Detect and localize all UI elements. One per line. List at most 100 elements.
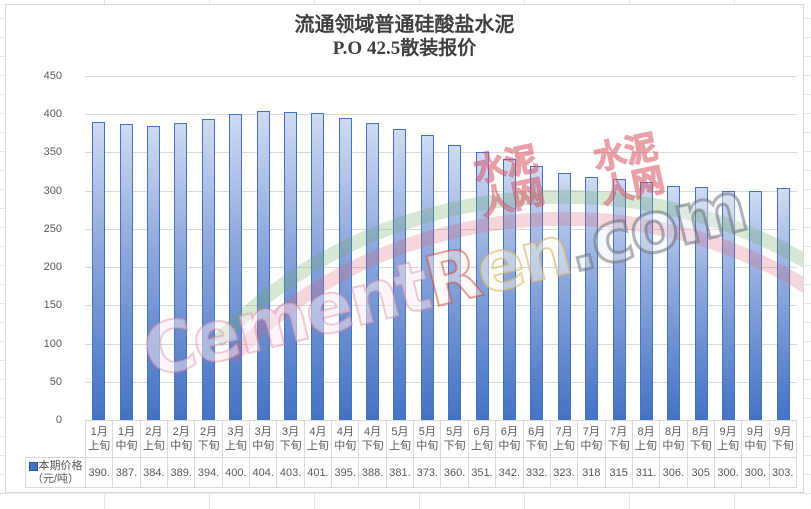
- legend-swatch: [28, 461, 38, 471]
- value-cell: 403.: [277, 458, 305, 487]
- legend-cell: 本期价格 （元/吨）: [25, 457, 85, 488]
- value-cell: 401.: [305, 458, 333, 487]
- category-period: 上旬: [470, 440, 493, 452]
- category-month: 9月: [719, 426, 737, 438]
- category-month: 3月: [254, 426, 272, 438]
- value-cell: 305: [688, 458, 715, 487]
- category-period: 下旬: [279, 440, 302, 452]
- category-month: 7月: [610, 426, 628, 438]
- y-tick-label: 450: [43, 70, 62, 82]
- value-cell: 342.: [496, 458, 524, 487]
- bar: [119, 124, 133, 420]
- category-month: 4月: [364, 426, 382, 438]
- category-month: 6月: [473, 426, 491, 438]
- category-cell: 6月 下旬: [524, 421, 551, 457]
- bar: [557, 173, 571, 420]
- bar: [448, 144, 462, 420]
- value-cell: 373.: [414, 458, 442, 487]
- category-period: 下旬: [197, 440, 220, 452]
- value-cell: 384.: [141, 458, 169, 487]
- category-row: 1月 上旬 1月 中旬 2月 上旬 2月 中旬 2月 下旬 3月 上旬 3月 中旬 3月 下旬 4月 上旬 4月 中旬…: [85, 420, 797, 457]
- chart-title-line2: P.O 42.5散装报价: [332, 38, 477, 59]
- bar: [502, 158, 516, 420]
- category-cell: 2月 中旬: [168, 421, 196, 457]
- category-cell: 7月 上旬: [551, 421, 579, 457]
- category-period: 下旬: [689, 440, 712, 452]
- bar: [393, 128, 407, 420]
- gridline: [85, 228, 797, 230]
- bar: [749, 190, 763, 420]
- value-cell: 394.: [195, 458, 223, 487]
- gridline: [85, 114, 797, 116]
- category-period: 下旬: [443, 440, 466, 452]
- legend-series-label: 本期价格: [38, 459, 83, 472]
- value-cell: 300.: [742, 458, 770, 487]
- bar: [311, 113, 325, 420]
- bar: [256, 111, 270, 420]
- gridline: [85, 76, 797, 77]
- chart-object[interactable]: 流通领域普通硅酸盐水泥 P.O 42.5散装报价 0 50 100 150 200 250…: [5, 4, 804, 493]
- category-period: 上旬: [88, 440, 111, 452]
- category-month: 5月: [418, 426, 436, 438]
- y-tick-label: 350: [43, 146, 62, 159]
- chart-title-line1: 流通领域普通硅酸盐水泥: [294, 14, 515, 36]
- category-cell: 3月上旬: [223, 421, 251, 457]
- gridline: [85, 305, 797, 307]
- category-month: 5月: [446, 426, 464, 438]
- value-cell: 387.: [113, 458, 141, 487]
- bar: [174, 122, 188, 420]
- category-month: 6月: [500, 426, 518, 438]
- y-tick-label: 150: [43, 299, 62, 312]
- category-cell: 9月 上旬: [715, 421, 743, 457]
- category-period: 中旬: [252, 440, 275, 452]
- bar: [667, 186, 681, 420]
- value-cell: 381.: [387, 458, 415, 487]
- category-cell: 6月中旬: [496, 421, 524, 457]
- category-cell: 4月 上旬: [305, 421, 333, 457]
- category-month: 9月: [774, 426, 792, 438]
- category-month: 3月: [227, 426, 245, 438]
- category-period: 上旬: [388, 440, 411, 452]
- category-period: 下旬: [361, 440, 384, 452]
- y-tick-label: 100: [43, 337, 62, 350]
- bar: [530, 166, 544, 420]
- legend-unit-label: （元/吨）: [31, 472, 80, 485]
- category-period: 上旬: [553, 440, 576, 452]
- value-cell: 400.: [223, 458, 251, 487]
- category-period: 中旬: [744, 440, 767, 452]
- category-cell: 2月下旬: [195, 421, 223, 457]
- value-cell: 404.: [250, 458, 278, 487]
- value-cell: 388.: [359, 458, 387, 487]
- category-month: 2月: [199, 426, 218, 438]
- category-cell: 5月 上旬: [387, 421, 415, 457]
- category-cell: 8月 下旬: [688, 421, 715, 457]
- category-month: 4月: [309, 426, 327, 438]
- category-cell: 4月 中旬: [332, 421, 360, 457]
- gridline: [85, 381, 797, 383]
- bar: [694, 186, 708, 420]
- value-cell: 390.: [86, 458, 114, 487]
- category-cell: 3月 下旬: [277, 421, 305, 457]
- bar: [283, 111, 297, 420]
- category-month: 2月: [172, 426, 190, 438]
- value-cell: 306.: [660, 458, 688, 487]
- value-cell: 323.: [551, 458, 579, 487]
- category-period: 上旬: [224, 440, 247, 452]
- watermark-seal-2: 水泥 人网: [588, 127, 671, 211]
- y-tick-label: 400: [43, 108, 62, 121]
- category-period: 下旬: [525, 440, 548, 452]
- gridline: [85, 267, 797, 269]
- category-month: 9月: [746, 426, 764, 438]
- gridline: [85, 343, 797, 345]
- legend-series-line: 本期价格: [28, 459, 83, 473]
- category-period: 中旬: [498, 440, 521, 452]
- bar: [338, 118, 352, 420]
- value-cell: 315: [606, 458, 633, 487]
- bar: [366, 123, 380, 420]
- category-cell: 4月下旬: [359, 421, 387, 457]
- category-cell: 1月 中旬: [113, 421, 141, 457]
- category-cell: 5月 中旬: [414, 421, 442, 457]
- value-cell: 311.: [633, 458, 661, 487]
- value-cell: 303.: [770, 458, 797, 487]
- watermark-seal-2-line2: 人网: [597, 161, 669, 211]
